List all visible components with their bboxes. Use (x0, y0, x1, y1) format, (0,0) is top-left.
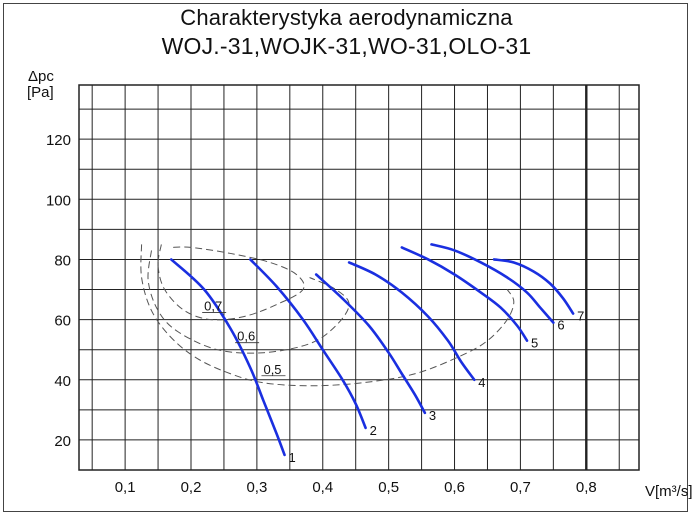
chart-grid (78, 84, 640, 471)
fan-curves (169, 243, 575, 457)
efficiency-label: 0,7 (204, 299, 222, 314)
chart-title-line-1: Charakterystyka aerodynamiczna (180, 5, 513, 30)
y-tick-label: 80 (54, 252, 71, 269)
fan-curve-label-3: 3 (429, 408, 436, 423)
fan-curve-6 (430, 243, 555, 324)
y-tick-label: 100 (46, 192, 71, 209)
efficiency-contour-0-7 (157, 244, 305, 321)
fan-curve-label-6: 6 (557, 318, 564, 333)
plot-border (78, 84, 640, 471)
x-tick-label: 0,7 (510, 479, 531, 496)
fan-curve-label-5: 5 (531, 336, 538, 351)
chart-labels: 0,1 0,2 0,3 0,4 0,5 0,6 0,7 0,8 20 40 60 80 100 120 Δp… (27, 68, 693, 500)
y-tick-label: 40 (54, 373, 71, 390)
y-tick-label: 60 (54, 313, 71, 330)
x-tick-label: 0,4 (312, 479, 333, 496)
efficiency-contours (140, 244, 515, 387)
efficiency-label: 0,5 (263, 362, 281, 377)
fan-curve-3 (314, 273, 427, 415)
efficiency-label: 0,6 (237, 329, 255, 344)
fan-curve-7 (492, 258, 575, 315)
y-tick-label: 20 (54, 433, 71, 450)
x-tick-label: 0,3 (246, 479, 267, 496)
fan-curve-2 (248, 258, 367, 430)
chart-title-line-2: WOJ.-31,WOJK-31,WO-31,OLO-31 (161, 33, 532, 59)
fan-curve-1 (169, 258, 286, 457)
fan-curve-label-2: 2 (370, 423, 377, 438)
x-tick-label: 0,5 (378, 479, 399, 496)
efficiency-contour-0-6 (147, 250, 350, 354)
fan-curve-label-1: 1 (289, 450, 296, 465)
x-tick-label: 0,8 (576, 479, 597, 496)
chart-frame (3, 3, 688, 512)
fan-curve-label-7: 7 (577, 309, 584, 324)
y-tick-label: 120 (46, 132, 71, 149)
x-tick-label: 0,2 (181, 479, 202, 496)
fan-curve-label-4: 4 (478, 375, 485, 390)
y-axis-label-unit: [Pa] (27, 84, 54, 101)
fan-curve-4 (347, 261, 476, 382)
y-axis-label-symbol: Δpc (28, 68, 54, 85)
efficiency-contour-0-5 (140, 244, 515, 387)
x-tick-label: 0,1 (115, 479, 136, 496)
fan-curve-5 (400, 246, 529, 342)
x-tick-label: 0,6 (444, 479, 465, 496)
x-axis-label: V[m³/s] (645, 483, 693, 500)
